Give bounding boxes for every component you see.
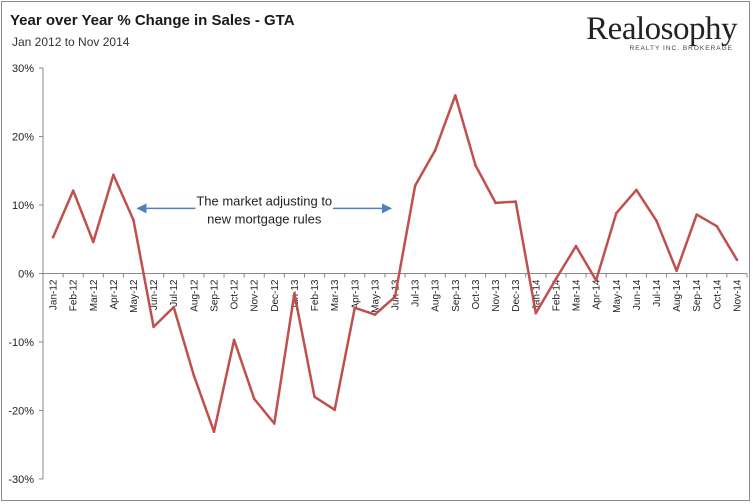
x-tick-label: Nov-13 bbox=[491, 279, 502, 312]
y-tick-label: 20% bbox=[12, 132, 34, 144]
data-point bbox=[655, 219, 658, 223]
x-tick-label: Sep-13 bbox=[451, 279, 462, 312]
x-tick-label: Aug-13 bbox=[431, 279, 442, 312]
data-point bbox=[112, 173, 115, 177]
x-tick-label: Oct-13 bbox=[471, 279, 482, 309]
data-point bbox=[393, 295, 397, 299]
x-tick-label: Feb-14 bbox=[551, 279, 562, 311]
y-tick-label: -20% bbox=[8, 406, 34, 418]
data-point bbox=[51, 235, 55, 239]
data-point bbox=[735, 258, 739, 262]
x-tick-label: Feb-13 bbox=[310, 279, 321, 311]
data-point bbox=[554, 277, 558, 281]
annotation-text: The market adjusting to bbox=[196, 193, 332, 208]
data-point bbox=[373, 313, 377, 316]
data-point bbox=[413, 184, 417, 188]
x-tick-label: Mar-12 bbox=[89, 279, 100, 311]
y-tick-label: 0% bbox=[18, 269, 34, 281]
chart-title: Year over Year % Change in Sales - GTA bbox=[10, 12, 295, 29]
data-point bbox=[333, 408, 336, 412]
x-tick-label: Aug-12 bbox=[189, 279, 200, 312]
data-point bbox=[695, 213, 699, 216]
data-point bbox=[192, 374, 196, 377]
data-point bbox=[534, 311, 538, 315]
data-point bbox=[91, 240, 95, 244]
series-line bbox=[51, 94, 739, 433]
data-point bbox=[132, 218, 135, 222]
x-tick-label: Jul-14 bbox=[652, 279, 663, 307]
x-tick-label: Oct-14 bbox=[712, 279, 723, 309]
annotation-text: new mortgage rules bbox=[207, 211, 322, 226]
x-tick-label: Feb-12 bbox=[69, 279, 80, 311]
x-tick-label: Jun-12 bbox=[149, 279, 160, 310]
data-point bbox=[71, 189, 75, 192]
logo-wordmark: Realosophy bbox=[586, 11, 737, 47]
x-tick-label: Nov-14 bbox=[732, 279, 743, 312]
y-tick-label: -10% bbox=[8, 337, 34, 349]
x-tick-label: Jul-12 bbox=[169, 279, 180, 307]
x-tick-label: Mar-14 bbox=[572, 279, 583, 311]
data-point bbox=[212, 430, 216, 434]
y-tick-label: 10% bbox=[12, 200, 34, 212]
x-tick-label: Aug-14 bbox=[672, 279, 683, 312]
data-point bbox=[675, 269, 678, 273]
x-tick-label: May-14 bbox=[612, 279, 623, 313]
data-point bbox=[514, 200, 517, 203]
y-tick-label: 30% bbox=[12, 63, 34, 75]
x-tick-label: Sep-14 bbox=[692, 279, 703, 312]
data-point bbox=[433, 148, 437, 152]
data-point bbox=[474, 163, 477, 167]
x-tick-label: Jan-14 bbox=[531, 279, 542, 310]
x-tick-label: Apr-12 bbox=[109, 279, 120, 309]
x-tick-label: Jun-14 bbox=[632, 279, 643, 310]
x-tick-label: May-13 bbox=[370, 279, 381, 313]
brand-logo: Realosophy REALTY INC. BROKERAGE bbox=[586, 12, 737, 52]
data-point bbox=[635, 188, 638, 192]
data-point bbox=[152, 325, 155, 329]
x-tick-label: Jan-12 bbox=[49, 279, 60, 310]
data-point bbox=[574, 244, 578, 248]
x-tick-label: Dec-12 bbox=[270, 279, 281, 312]
x-tick-label: Nov-12 bbox=[250, 279, 261, 312]
x-tick-label: Mar-13 bbox=[330, 279, 341, 311]
chart-subtitle: Jan 2012 to Nov 2014 bbox=[12, 35, 130, 49]
logo-tagline: REALTY INC. BROKERAGE bbox=[629, 45, 733, 52]
x-tick-label: Sep-12 bbox=[209, 279, 220, 312]
data-point bbox=[293, 292, 296, 295]
data-point bbox=[232, 338, 236, 342]
data-point bbox=[353, 306, 357, 310]
x-tick-label: Dec-13 bbox=[511, 279, 522, 312]
data-point bbox=[252, 397, 256, 401]
data-point bbox=[454, 94, 457, 97]
data-point bbox=[172, 305, 176, 309]
data-point bbox=[594, 279, 598, 282]
data-point bbox=[715, 224, 719, 228]
data-point bbox=[313, 395, 316, 399]
data-point bbox=[614, 211, 618, 215]
x-tick-label: Oct-12 bbox=[230, 279, 241, 309]
x-tick-label: Apr-13 bbox=[350, 279, 361, 309]
x-tick-label: Apr-14 bbox=[592, 279, 603, 309]
x-tick-label: May-12 bbox=[129, 279, 140, 313]
x-tick-label: Jul-13 bbox=[411, 279, 422, 307]
y-tick-label: -30% bbox=[8, 474, 34, 486]
data-point bbox=[273, 422, 276, 425]
data-point bbox=[494, 201, 497, 205]
